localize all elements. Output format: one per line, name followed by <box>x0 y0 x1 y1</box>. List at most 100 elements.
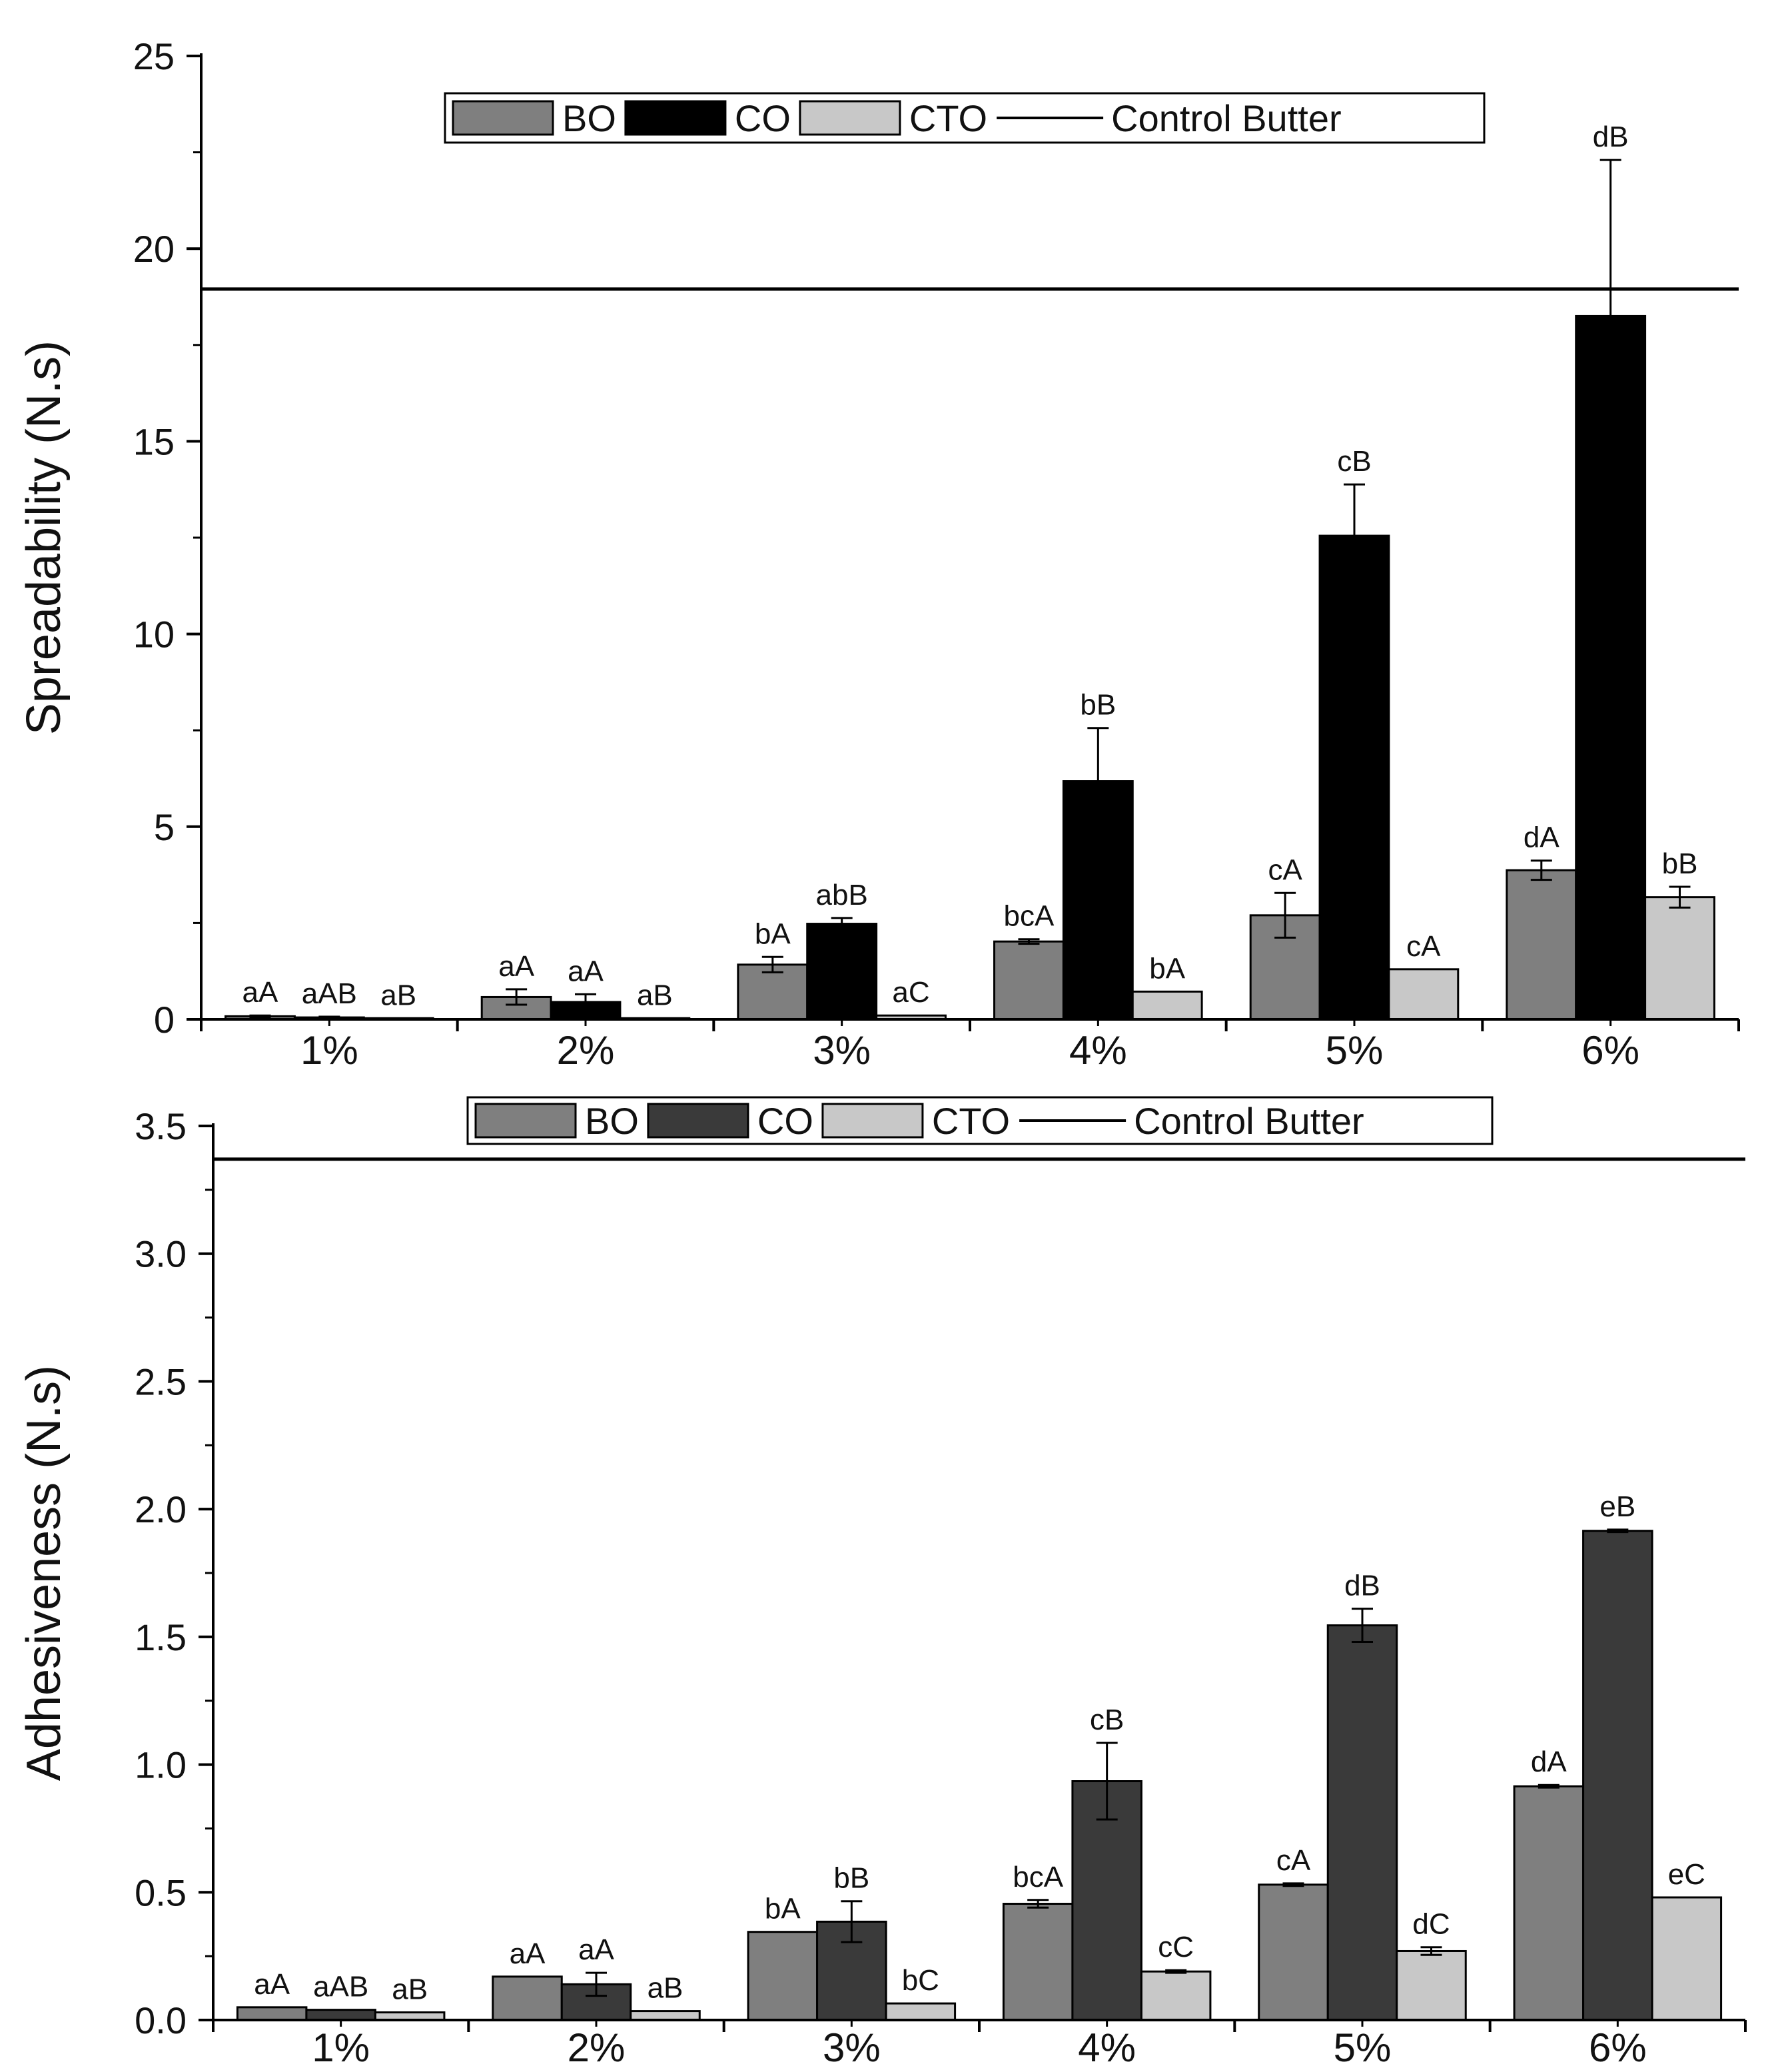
bar-significance-label: cA <box>1276 1844 1311 1877</box>
bar-significance-label: aA <box>578 1933 614 1966</box>
legend-label-co: CO <box>735 97 791 139</box>
legend-swatch-bo <box>452 100 554 136</box>
bar-cto-4pct <box>1131 990 1203 1021</box>
legend-swatch-co <box>624 100 727 136</box>
bar-significance-label: dA <box>1531 1746 1567 1778</box>
bar-co-4pct <box>1071 1780 1142 2021</box>
x-category-label: 3% <box>813 1028 871 1073</box>
x-category-label: 2% <box>568 2025 626 2070</box>
legend-label-co: CO <box>757 1100 813 1142</box>
y-tick-label: 15 <box>133 420 175 462</box>
legend: BO CO CTO Control Butter <box>466 1096 1494 1145</box>
y-tick-label: 10 <box>133 614 175 656</box>
bar-co-3pct <box>806 923 878 1021</box>
bar-co-5pct <box>1318 534 1390 1021</box>
x-category-label: 5% <box>1334 2025 1392 2070</box>
y-tick-label: 2.0 <box>135 1488 187 1530</box>
bar-significance-label: dB <box>1344 1570 1380 1602</box>
bar-significance-label: aB <box>380 979 416 1011</box>
bar-cto-2pct <box>630 2010 701 2021</box>
bar-significance-label: aB <box>392 1973 428 2005</box>
bar-significance-label: aA <box>510 1937 546 1970</box>
bar-significance-label: aC <box>892 976 929 1009</box>
bar-significance-label: aB <box>637 979 673 1011</box>
bar-significance-label: dA <box>1524 821 1559 854</box>
legend-label-cto: CTO <box>932 1100 1010 1142</box>
x-category-label: 2% <box>557 1028 615 1073</box>
x-category-label: 1% <box>300 1028 358 1073</box>
bar-bo-2pct <box>492 1975 563 2021</box>
y-axis-title: Spreadability (N.s) <box>17 340 71 735</box>
bar-co-5pct <box>1326 1624 1398 2021</box>
legend-swatch-bo <box>474 1103 577 1139</box>
bar-significance-label: bA <box>1149 952 1185 985</box>
bar-significance-label: bB <box>1662 847 1698 880</box>
bar-significance-label: aA <box>242 976 278 1009</box>
bar-significance-label: aAB <box>302 977 357 1010</box>
bar-significance-label: bB <box>833 1862 869 1895</box>
bar-cto-3pct <box>885 2002 957 2021</box>
bar-bo-4pct <box>1002 1903 1074 2021</box>
bar-significance-label: cA <box>1268 853 1302 886</box>
bar-bo-6pct <box>1513 1785 1585 2021</box>
y-tick-label: 25 <box>133 35 175 77</box>
bar-co-6pct <box>1582 1530 1653 2021</box>
bar-cto-4pct <box>1140 1970 1212 2021</box>
chart-1: aA aA bA bcA cA dA aAB aA abB bB cB dB aB aB aC bA cA bB 0… <box>17 35 1740 1073</box>
bar-significance-label: eB <box>1599 1490 1635 1523</box>
y-tick-label: 2.5 <box>135 1360 187 1402</box>
y-tick-label: 0.5 <box>135 1871 187 1913</box>
bar-bo-5pct <box>1258 1883 1329 2021</box>
bar-significance-label: bcA <box>1013 1861 1063 1893</box>
bar-significance-label: aAB <box>313 1971 368 2003</box>
y-tick-label: 3.5 <box>135 1105 187 1147</box>
x-category-label: 3% <box>823 2025 881 2070</box>
bar-significance-label: aA <box>498 950 534 983</box>
y-tick-label: 0 <box>154 999 175 1041</box>
x-category-label: 6% <box>1581 1028 1639 1073</box>
bar-significance-label: bA <box>755 917 791 950</box>
x-category-label: 1% <box>312 2025 370 2070</box>
legend-label-bo: BO <box>562 97 616 139</box>
y-tick-label: 5 <box>154 806 175 848</box>
bar-significance-label: bC <box>902 1964 939 1997</box>
y-tick-label: 1.0 <box>135 1744 187 1786</box>
bar-significance-label: bcA <box>1004 900 1055 933</box>
legend: BO CO CTO Control Butter <box>444 92 1486 144</box>
legend-label-control-butter: Control Butter <box>1111 97 1342 139</box>
x-category-label: 4% <box>1078 2025 1136 2070</box>
legend-swatch-co <box>647 1103 749 1139</box>
y-tick-label: 20 <box>133 228 175 270</box>
legend-swatch-cto <box>821 1103 924 1139</box>
y-tick-label: 3.0 <box>135 1233 187 1275</box>
bar-significance-label: dB <box>1593 121 1629 153</box>
x-category-label: 4% <box>1069 1028 1127 1073</box>
y-tick-label: 1.5 <box>135 1616 187 1658</box>
bar-significance-label: cA <box>1406 930 1441 963</box>
legend-label-bo: BO <box>585 1100 639 1142</box>
legend-label-cto: CTO <box>909 97 987 139</box>
bar-cto-5pct <box>1396 1949 1467 2021</box>
bar-bo-6pct <box>1506 869 1577 1021</box>
bar-significance-label: aA <box>568 955 604 987</box>
bar-significance-label: eC <box>1668 1858 1705 1891</box>
legend-swatch-cto <box>799 100 901 136</box>
legend-box <box>444 92 1486 144</box>
x-category-label: 6% <box>1589 2025 1647 2070</box>
bar-bo-4pct <box>993 940 1065 1021</box>
bar-significance-label: bB <box>1080 689 1116 722</box>
bar-significance-label: bA <box>765 1893 801 1925</box>
bar-significance-label: abB <box>816 879 868 911</box>
bar-significance-label: cB <box>1337 445 1371 478</box>
bar-significance-label: cB <box>1090 1704 1124 1736</box>
x-category-label: 5% <box>1326 1028 1384 1073</box>
bar-co-1pct <box>305 2009 376 2021</box>
bar-significance-label: aB <box>648 1972 683 2005</box>
bar-significance-label: dC <box>1412 1908 1450 1941</box>
bar-bo-3pct <box>747 1931 819 2021</box>
bar-cto-6pct <box>1651 1896 1723 2021</box>
y-tick-label: 0.0 <box>135 1999 187 2041</box>
bar-significance-label: cC <box>1158 1931 1194 1963</box>
bar-cto-6pct <box>1644 896 1715 1021</box>
